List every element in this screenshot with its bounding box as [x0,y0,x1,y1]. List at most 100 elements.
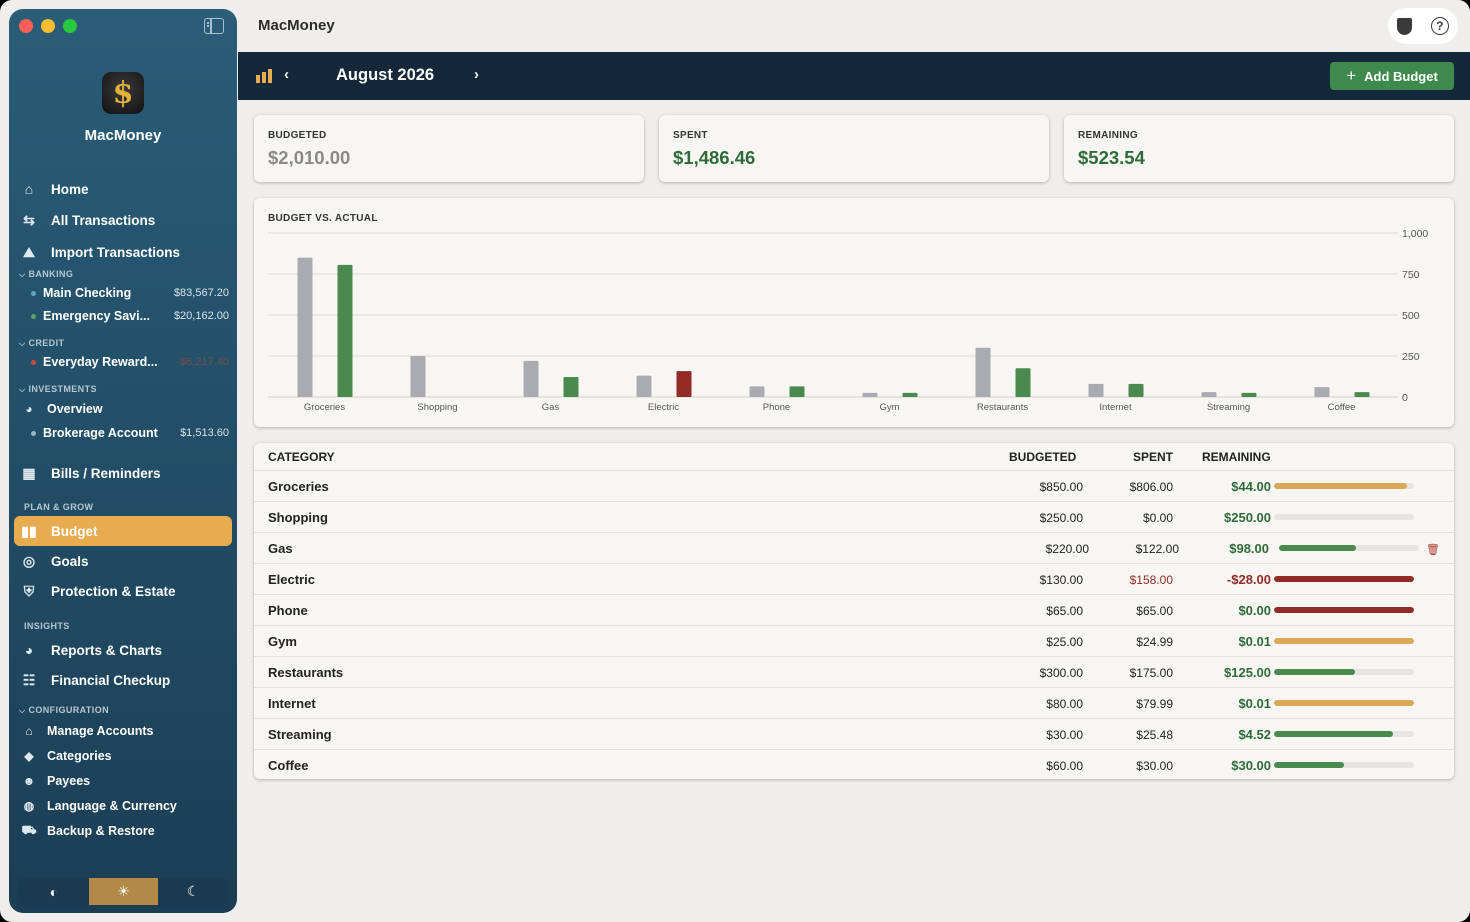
bar-budgeted[interactable] [1088,383,1104,397]
row-remaining: $0.01 [1238,634,1271,649]
account-brokerage[interactable]: Brokerage Account $1,513.60 [31,423,229,443]
row-budgeted: $250.00 [1039,511,1083,525]
pie-chart-icon: ◕ [25,402,33,416]
bar-budgeted[interactable] [862,392,878,397]
bar-budgeted[interactable] [749,386,765,397]
bar-chart-icon[interactable] [256,69,273,83]
section-banking[interactable]: ⌵ BANKING [19,269,74,279]
bar-spent[interactable] [1128,383,1144,397]
sidebar-item-home[interactable]: ⌂ Home [14,174,232,204]
chevron-down-icon: ⌵ [19,339,26,348]
shield-icon[interactable] [1397,17,1413,35]
bar-spent[interactable] [1241,392,1257,397]
table-row[interactable]: Gym $25.00 $24.99 $0.01 [254,625,1454,656]
section-plan-grow: PLAN & GROW [24,502,94,512]
help-icon[interactable]: ? [1430,17,1449,35]
table-row[interactable]: Electric $130.00 $158.00 -$28.00 [254,563,1454,594]
chevron-down-icon: ⌵ [19,706,26,715]
bar-budgeted[interactable] [523,360,539,397]
sidebar-item-language-currency[interactable]: ◍ Language & Currency [14,794,232,818]
row-category: Internet [268,696,316,711]
bar-budgeted[interactable] [636,375,652,397]
sidebar-item-import-transactions[interactable]: ⛰ Import Transactions [14,237,232,267]
bar-spent[interactable] [1015,368,1031,397]
bar-budgeted[interactable] [1201,392,1217,397]
bar-spent[interactable] [563,376,579,397]
section-investments[interactable]: ⌵ INVESTMENTS [19,384,97,394]
table-row[interactable]: Internet $80.00 $79.99 $0.01 [254,687,1454,718]
window-title: MacMoney [258,17,335,34]
sidebar-item-label: Reports & Charts [51,642,163,658]
row-progress-fill [1274,700,1414,706]
bar-spent[interactable] [337,264,353,397]
sidebar-item-investments-overview[interactable]: ◕ Overview [14,397,232,421]
card-label: SPENT [673,130,708,141]
sidebar-item-label: Home [51,181,89,197]
y-tick-label: 0 [1402,392,1408,404]
bar-spent[interactable] [1354,392,1370,397]
theme-auto-button[interactable]: ◐ [49,883,59,900]
card-value: $1,486.46 [673,147,756,168]
table-row[interactable]: Coffee $60.00 $30.00 $30.00 [254,749,1454,779]
account-dot [31,290,36,296]
account-balance: $1,513.60 [180,427,229,439]
sidebar-item-goals[interactable]: ◎ Goals [14,546,232,576]
header-budgeted: BUDGETED [1009,450,1077,464]
next-month-button[interactable]: › [474,66,479,83]
bar-spent[interactable] [676,371,692,397]
sidebar-item-budget[interactable]: ▮▮ Budget [14,516,232,546]
theme-dark-button[interactable]: ☾ [186,883,200,899]
close-window-button[interactable] [19,19,33,33]
account-everyday-rewards[interactable]: Everyday Reward... -$6,217.40 [31,352,229,372]
bar-budgeted[interactable] [297,257,313,397]
bar-budgeted[interactable] [410,356,426,397]
table-row[interactable]: Phone $65.00 $65.00 $0.00 [254,594,1454,625]
sidebar-item-manage-accounts[interactable]: ⌂ Manage Accounts [14,719,232,743]
table-row[interactable]: Streaming $30.00 $25.48 $4.52 [254,718,1454,749]
sidebar-item-label: All Transactions [51,212,156,228]
section-configuration[interactable]: ⌵ CONFIGURATION [19,705,109,715]
table-row[interactable]: Gas $220.00 $122.00 $98.00 🗑 [254,532,1454,563]
trash-icon[interactable]: 🗑 [1426,544,1440,556]
minimize-window-button[interactable] [41,19,55,33]
shield-icon: ⛨ [23,582,35,599]
sidebar-item-categories[interactable]: ◆ Categories [14,744,232,768]
bar-spent[interactable] [789,386,805,397]
sidebar: $ MacMoney ⌂ Home ⇆ All Transactions ⛰ I… [9,9,237,913]
table-row[interactable]: Groceries $850.00 $806.00 $44.00 [254,470,1454,501]
table-row[interactable]: Shopping $250.00 $0.00 $250.00 [254,501,1454,532]
x-tick-label: Internet [1099,402,1132,413]
row-budgeted: $30.00 [1046,728,1083,742]
previous-month-button[interactable]: ‹ [284,66,289,83]
account-main-checking[interactable]: Main Checking $83,567.20 [31,283,229,303]
x-tick-label: Coffee [1328,402,1356,413]
table-row[interactable]: Restaurants $300.00 $175.00 $125.00 [254,656,1454,687]
row-budgeted: $65.00 [1046,604,1083,618]
theme-light-button[interactable]: ☀ [88,878,159,905]
row-progress-bar [1274,731,1414,737]
section-credit[interactable]: ⌵ CREDIT [19,338,65,348]
sidebar-toggle-icon[interactable] [204,18,224,34]
sidebar-item-payees[interactable]: ☻ Payees [14,769,232,793]
bar-budgeted[interactable] [975,347,991,397]
sidebar-item-financial-checkup[interactable]: ☷ Financial Checkup [14,665,232,695]
sidebar-item-backup-restore[interactable]: ⛟ Backup & Restore [14,819,232,843]
zoom-window-button[interactable] [63,19,77,33]
sidebar-item-bills-reminders[interactable]: ▦ Bills / Reminders [14,458,232,488]
row-progress-fill [1274,576,1414,582]
row-progress-bar [1274,607,1414,613]
row-category: Electric [268,572,315,587]
add-budget-button[interactable]: + Add Budget [1330,62,1454,90]
arrows-icon: ⇆ [23,211,35,228]
row-category: Gym [268,634,297,649]
account-emergency-savings[interactable]: Emergency Savi... $20,162.00 [31,306,229,326]
sidebar-item-protection-estate[interactable]: ⛨ Protection & Estate [14,576,232,606]
chart-title: BUDGET VS. ACTUAL [268,213,378,224]
sidebar-item-reports-charts[interactable]: ◕ Reports & Charts [14,635,232,665]
account-dot [31,359,36,365]
bar-budgeted[interactable] [1314,387,1330,397]
budget-table: CATEGORY BUDGETED SPENT REMAINING Grocer… [254,443,1454,779]
row-spent: $30.00 [1136,759,1173,773]
sidebar-item-all-transactions[interactable]: ⇆ All Transactions [14,205,232,235]
bar-spent[interactable] [902,392,918,397]
